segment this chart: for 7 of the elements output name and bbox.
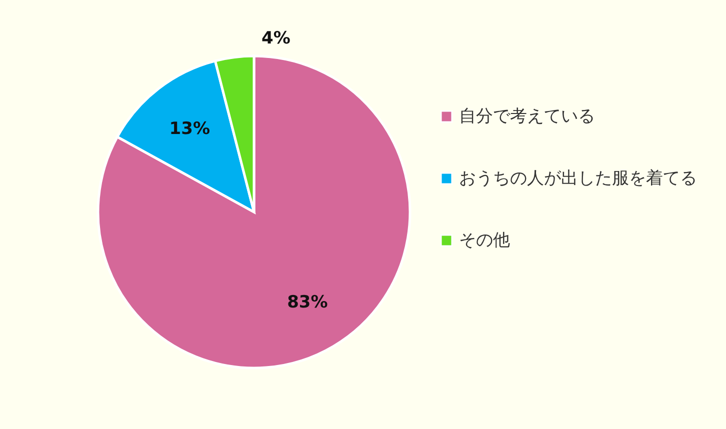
data-label: 13% (169, 119, 210, 140)
legend-label: その他 (459, 230, 510, 250)
pie-slice (96, 54, 412, 370)
legend-label: おうちの人が出した服を着てる (459, 168, 697, 188)
data-label: 83% (287, 292, 328, 312)
data-label: 4% (261, 28, 290, 48)
legend-label: 自分で考えている (459, 106, 595, 126)
